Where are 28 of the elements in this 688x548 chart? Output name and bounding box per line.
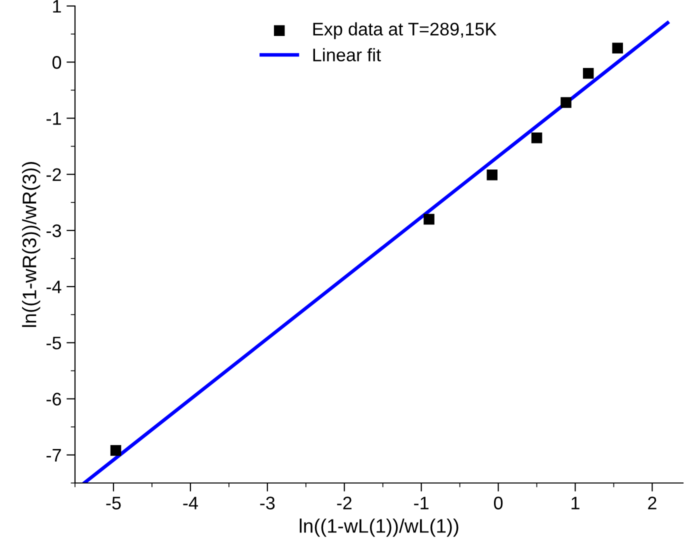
- y-tick-label: -3: [46, 224, 62, 238]
- x-tick-label: -4: [183, 496, 198, 510]
- y-tick-label: 0: [52, 56, 62, 69]
- point: [612, 42, 623, 54]
- x-tick-label: -3: [260, 496, 275, 510]
- point: [110, 445, 122, 456]
- y-tick-label: 1: [53, 0, 61, 13]
- y-tick-label: -5: [46, 336, 62, 350]
- y-tick-label: -4: [46, 280, 62, 294]
- x-tick-label: -1: [414, 496, 428, 510]
- x-tick-label: 1: [572, 496, 580, 510]
- y-tick-label: -1: [46, 112, 61, 125]
- x-tick-label: 0: [494, 496, 503, 510]
- y-tick-label: -6: [46, 392, 62, 406]
- legend-label: Linear fit: [313, 48, 381, 62]
- point: [531, 132, 542, 144]
- point: [486, 170, 498, 180]
- legend-label: Exp data at T=289,15K: [313, 22, 497, 40]
- y-axis-title: ln((1-wR(3))/wR(3)): [22, 162, 40, 327]
- x-tick-label: -2: [337, 496, 352, 510]
- y-tick-label: -2: [46, 168, 61, 181]
- x-axis-title: ln((1-wL(1))/wL(1)): [300, 518, 458, 537]
- x-tick-label: 2: [648, 496, 656, 510]
- y-tick-label: -7: [46, 449, 61, 462]
- point: [582, 68, 594, 79]
- point: [560, 97, 572, 108]
- point: [424, 214, 434, 225]
- x-tick-label: -5: [106, 496, 121, 510]
